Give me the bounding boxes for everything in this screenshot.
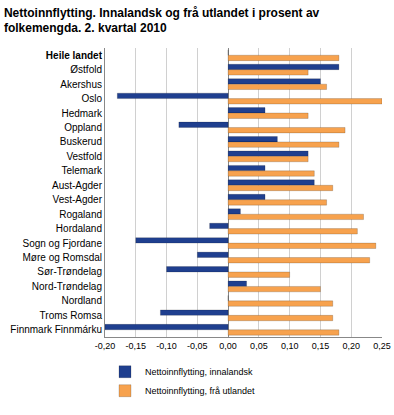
svg-text:-0,05: -0,05	[187, 341, 208, 351]
svg-text:Finnmark Finnmárku: Finnmark Finnmárku	[10, 324, 102, 335]
svg-text:Oppland: Oppland	[64, 122, 102, 133]
svg-text:0,25: 0,25	[373, 341, 391, 351]
svg-text:Nettoinnflytting, frå utlandet: Nettoinnflytting, frå utlandet	[145, 386, 255, 396]
svg-text:Nettoinnflytting, innalandsk: Nettoinnflytting, innalandsk	[145, 367, 253, 377]
svg-text:Sogn og Fjordane: Sogn og Fjordane	[22, 238, 102, 249]
svg-text:Nettoinnflytting. Innalandsk o: Nettoinnflytting. Innalandsk og frå utla…	[4, 6, 320, 36]
svg-text:0,15: 0,15	[312, 341, 330, 351]
svg-text:Hedmark: Hedmark	[61, 108, 103, 119]
svg-text:Aust-Agder: Aust-Agder	[52, 180, 103, 191]
svg-text:Vestfold: Vestfold	[66, 151, 102, 162]
svg-text:0,10: 0,10	[281, 341, 299, 351]
svg-text:-0,10: -0,10	[156, 341, 177, 351]
svg-text:Buskerud: Buskerud	[60, 136, 102, 147]
svg-text:0,20: 0,20	[342, 341, 360, 351]
svg-text:Østfold: Østfold	[70, 64, 102, 75]
svg-text:-0,20: -0,20	[95, 341, 116, 351]
svg-text:Telemark: Telemark	[61, 165, 103, 176]
svg-text:Nord-Trøndelag: Nord-Trøndelag	[32, 281, 102, 292]
svg-text:0,00: 0,00	[219, 341, 237, 351]
svg-text:Vest-Agder: Vest-Agder	[53, 194, 103, 205]
svg-text:-0,15: -0,15	[126, 341, 147, 351]
svg-text:Oslo: Oslo	[81, 93, 102, 104]
svg-text:0,05: 0,05	[250, 341, 268, 351]
svg-text:Akershus: Akershus	[60, 79, 102, 90]
svg-text:Hordaland: Hordaland	[56, 223, 102, 234]
svg-text:Nordland: Nordland	[61, 295, 102, 306]
svg-text:Rogaland: Rogaland	[59, 209, 102, 220]
svg-text:Sør-Trøndelag: Sør-Trøndelag	[37, 266, 102, 277]
svg-text:Heile landet: Heile landet	[46, 50, 103, 61]
svg-text:Møre og Romsdal: Møre og Romsdal	[23, 252, 102, 263]
svg-text:Troms Romsa: Troms Romsa	[40, 310, 103, 321]
